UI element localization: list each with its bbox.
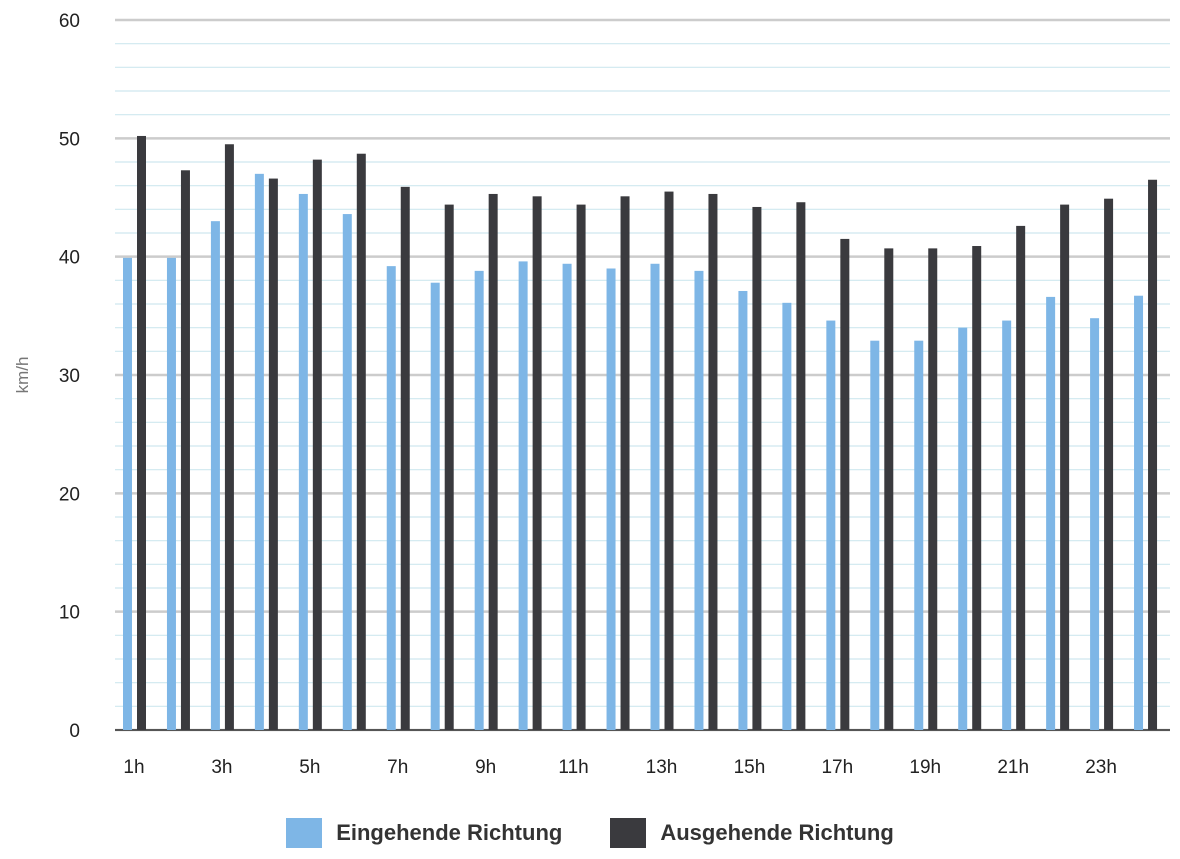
bar-outgoing[interactable] xyxy=(928,248,938,730)
x-tick-label: 17h xyxy=(821,757,853,778)
bar-incoming[interactable] xyxy=(870,340,880,730)
x-tick-label: 23h xyxy=(1085,757,1117,778)
bar-outgoing[interactable] xyxy=(137,135,146,730)
y-tick-label: 50 xyxy=(59,129,80,150)
bar-incoming[interactable] xyxy=(826,320,836,730)
bar-outgoing[interactable] xyxy=(180,170,190,731)
bar-incoming[interactable] xyxy=(1046,296,1056,730)
bar-incoming[interactable] xyxy=(518,261,528,730)
y-tick-label: 10 xyxy=(59,603,80,624)
bar-outgoing[interactable] xyxy=(972,246,982,730)
legend: Eingehende Richtung Ausgehende Richtung xyxy=(0,818,1180,848)
bar-incoming[interactable] xyxy=(562,263,572,730)
bar-outgoing[interactable] xyxy=(708,193,718,730)
x-tick-label: 13h xyxy=(646,757,678,778)
x-tick-label: 11h xyxy=(558,757,588,778)
bar-incoming[interactable] xyxy=(430,282,440,730)
x-tick-label: 9h xyxy=(475,757,496,778)
bar-incoming[interactable] xyxy=(342,214,352,731)
y-axis-label: km/h xyxy=(13,357,32,394)
bar-incoming[interactable] xyxy=(782,302,792,730)
bar-outgoing[interactable] xyxy=(400,186,410,731)
bar-outgoing[interactable] xyxy=(488,193,498,730)
bar-outgoing[interactable] xyxy=(884,248,894,730)
legend-swatch-incoming xyxy=(286,818,323,848)
bar-chart: 0 10 20 30 40 50 60 1h 3h 5h 7h 9h 11h 13h 15h 17h 19h 2… xyxy=(13,11,1170,778)
bar-outgoing[interactable] xyxy=(268,178,278,731)
x-tick-label: 19h xyxy=(909,757,941,778)
bar-outgoing[interactable] xyxy=(1148,179,1158,730)
y-tick-label: 60 xyxy=(59,11,80,32)
bar-incoming[interactable] xyxy=(298,193,308,730)
bars xyxy=(123,135,1158,731)
x-axis: 1h 3h 5h 7h 9h 11h 13h 15h 17h 19h 21h 23h xyxy=(123,757,1117,778)
bar-incoming[interactable] xyxy=(386,266,396,730)
bar-outgoing[interactable] xyxy=(444,204,454,731)
bar-outgoing[interactable] xyxy=(356,153,366,730)
bar-incoming[interactable] xyxy=(254,173,264,731)
bar-outgoing[interactable] xyxy=(664,191,674,731)
x-tick-label: 15h xyxy=(734,757,766,778)
bar-incoming[interactable] xyxy=(166,257,176,730)
bar-incoming[interactable] xyxy=(694,270,704,730)
bar-outgoing[interactable] xyxy=(796,202,806,730)
legend-item-incoming[interactable]: Eingehende Richtung xyxy=(286,818,562,848)
legend-label-incoming: Eingehende Richtung xyxy=(336,820,563,845)
y-tick-label: 0 xyxy=(69,721,80,742)
bar-incoming[interactable] xyxy=(474,270,484,730)
bar-incoming[interactable] xyxy=(738,290,748,730)
x-tick-label: 7h xyxy=(387,757,408,778)
y-tick-label: 40 xyxy=(59,248,80,269)
bar-incoming[interactable] xyxy=(123,257,132,730)
bar-incoming[interactable] xyxy=(1002,320,1012,730)
y-tick-label: 20 xyxy=(59,484,80,505)
bar-outgoing[interactable] xyxy=(752,206,762,730)
legend-item-outgoing[interactable]: Ausgehende Richtung xyxy=(610,818,894,848)
bar-outgoing[interactable] xyxy=(1016,225,1026,730)
bar-outgoing[interactable] xyxy=(224,144,234,730)
legend-swatch-outgoing xyxy=(610,818,647,848)
y-tick-label: 30 xyxy=(59,366,80,387)
x-tick-label: 21h xyxy=(997,757,1029,778)
x-tick-label: 3h xyxy=(211,757,232,778)
bar-incoming[interactable] xyxy=(210,221,220,730)
bar-outgoing[interactable] xyxy=(1104,198,1114,730)
legend-label-outgoing: Ausgehende Richtung xyxy=(660,820,894,845)
bar-outgoing[interactable] xyxy=(312,159,322,731)
bar-outgoing[interactable] xyxy=(532,196,542,731)
bar-incoming[interactable] xyxy=(914,340,924,730)
x-tick-label: 1h xyxy=(123,757,144,778)
bar-incoming[interactable] xyxy=(958,327,968,730)
bar-outgoing[interactable] xyxy=(1060,204,1070,731)
bar-incoming[interactable] xyxy=(606,268,616,731)
grid xyxy=(115,18,1170,732)
bar-outgoing[interactable] xyxy=(620,196,630,731)
x-tick-label: 5h xyxy=(299,757,320,778)
bar-incoming[interactable] xyxy=(1134,295,1144,730)
bar-incoming[interactable] xyxy=(650,263,660,730)
y-axis: 0 10 20 30 40 50 60 xyxy=(59,11,80,742)
bar-outgoing[interactable] xyxy=(576,204,586,731)
bar-outgoing[interactable] xyxy=(840,238,850,730)
bar-incoming[interactable] xyxy=(1090,318,1100,730)
